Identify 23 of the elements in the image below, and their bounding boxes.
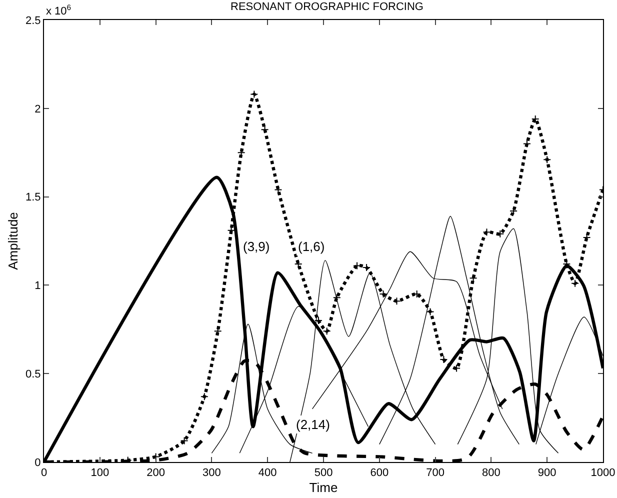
y-tick-label: 0.5 xyxy=(26,368,41,380)
chart-title: RESONANT OROGRAPHIC FORCING xyxy=(230,1,424,14)
x-tick-label: 1000 xyxy=(590,467,616,480)
x-axis-title: Time xyxy=(309,480,338,495)
y-tick-label: 1 xyxy=(34,280,41,292)
y-tick-label: 1.5 xyxy=(26,192,41,204)
annotation: (3,9) xyxy=(243,239,270,254)
y-tick-label: 2.5 xyxy=(26,14,41,27)
text: x 10$^{6}$ xyxy=(46,3,72,18)
x-tick-label: 900 xyxy=(538,467,556,480)
y-axis-title: Amplitude xyxy=(5,212,20,270)
x-tick-label: 700 xyxy=(426,467,444,480)
x-tick-label: 200 xyxy=(146,467,165,480)
y-tick-label: 0 xyxy=(34,456,41,469)
y-tick-label: 2 xyxy=(34,103,41,116)
x-tick-label: 300 xyxy=(202,467,221,480)
annotation: (2,14) xyxy=(296,417,330,432)
x-tick-label: 500 xyxy=(314,467,333,480)
x-tick-label: 400 xyxy=(258,467,277,480)
x-tick-label: 100 xyxy=(90,467,110,480)
x-tick-label: 600 xyxy=(370,467,389,480)
x-tick-label: 800 xyxy=(482,467,500,480)
annotation: (1,6) xyxy=(298,239,325,254)
